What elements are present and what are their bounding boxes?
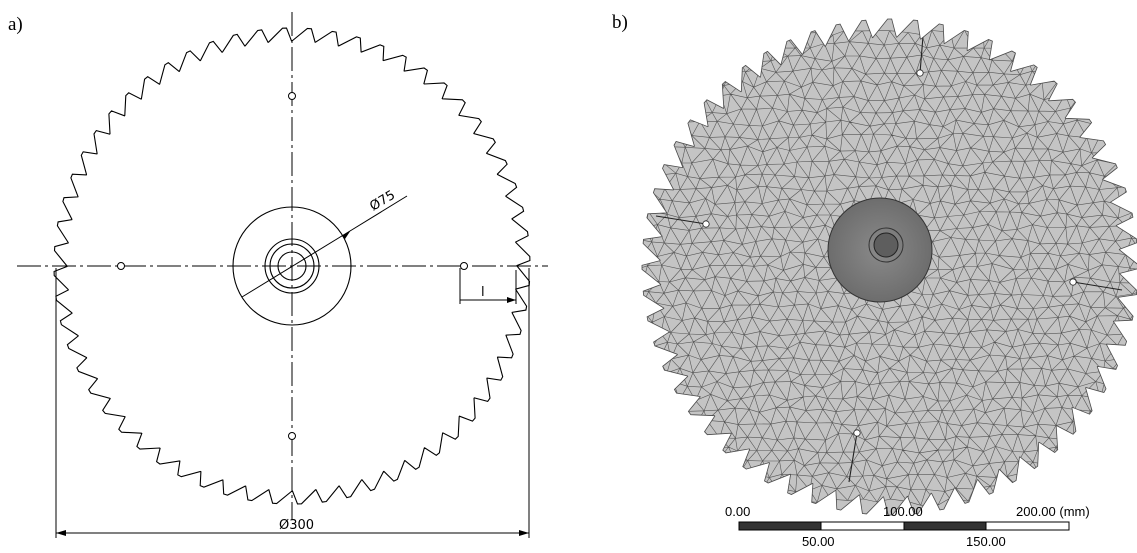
hub-inner-ring-circle	[269, 243, 315, 289]
mesh-seam-line-1	[655, 215, 707, 225]
mesh-hole-left	[702, 220, 710, 228]
fe-mesh-view: 0.00 100.00 200.00 (mm) 50.00 150.00	[641, 18, 1137, 549]
outer-dim-arrow-right	[519, 530, 529, 536]
panel-label-a: a)	[8, 14, 23, 35]
scale-seg-4	[985, 521, 1070, 531]
tooth-dim-label: l	[481, 285, 485, 300]
scale-label-200: 200.00 (mm)	[1016, 504, 1090, 519]
hub-diameter-leader	[241, 230, 351, 298]
scale-label-100: 100.00	[883, 504, 923, 519]
hole-right	[460, 262, 468, 270]
mesh-hole-right	[1069, 278, 1077, 286]
hub-ring-circle	[264, 238, 320, 294]
mesh-seam-line-3	[848, 432, 858, 483]
hub-diameter-arrowhead	[342, 230, 351, 239]
bore-circle	[277, 251, 307, 281]
saw-blade-drawing: Ø75 l Ø300	[17, 12, 548, 538]
panel-label-b: b)	[612, 12, 628, 33]
outer-dim-arrow-left	[56, 530, 66, 536]
scale-seg-2	[820, 521, 905, 531]
hole-bottom	[288, 432, 296, 440]
scale-bar: 0.00 100.00 200.00 (mm) 50.00 150.00	[725, 504, 1090, 549]
scale-seg-1	[738, 521, 822, 531]
mesh-hole-top	[916, 69, 924, 77]
mesh-hub-bore	[873, 232, 899, 258]
hub-diameter-leader-tail	[349, 195, 408, 232]
scale-label-150: 150.00	[966, 534, 1006, 549]
scale-label-0: 0.00	[725, 504, 750, 519]
mesh-hub-inner-ring	[868, 227, 904, 263]
hub-outer-circle	[232, 206, 352, 326]
tooth-dim-arrowhead	[507, 297, 516, 303]
scale-label-50: 50.00	[802, 534, 835, 549]
saw-teeth-outline	[53, 27, 531, 505]
outer-diameter-label: Ø300	[279, 518, 314, 533]
scale-seg-3	[903, 521, 987, 531]
hole-left	[117, 262, 125, 270]
mesh-hole-bottom	[853, 429, 861, 437]
mesh-seam-line-2	[1072, 281, 1123, 291]
hole-top	[288, 92, 296, 100]
